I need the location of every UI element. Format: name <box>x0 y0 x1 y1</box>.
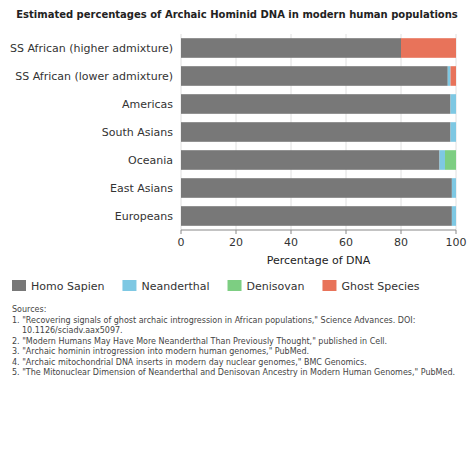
bar-segment <box>456 178 457 198</box>
bar-segment <box>456 94 457 114</box>
bar-segment <box>181 94 451 114</box>
bar-segment <box>181 150 440 170</box>
x-axis-line <box>181 230 456 231</box>
legend-label: Denisovan <box>247 280 305 293</box>
tick-mark <box>236 230 237 234</box>
tick-mark <box>346 230 347 234</box>
category-label: Americas <box>122 98 173 111</box>
tick-mark <box>401 230 402 234</box>
category-label: South Asians <box>102 126 173 139</box>
annotation: 5. "The Mitonuclear Dimension of Neander… <box>12 368 455 377</box>
bar-segment <box>448 66 451 86</box>
legend-swatch <box>228 280 242 291</box>
tick-label: 0 <box>178 236 185 249</box>
tick-label: 80 <box>394 236 408 249</box>
category-label: Europeans <box>115 210 173 223</box>
tick-label: 100 <box>446 236 467 249</box>
bar-segment <box>452 178 456 198</box>
tick-label: 60 <box>339 236 353 249</box>
bar-segment <box>451 94 457 114</box>
bar-segment <box>401 38 456 58</box>
bar-segment <box>452 206 456 226</box>
annotation: 3. "Archaic hominin introgression into m… <box>12 347 309 356</box>
annotation: 1. "Recovering signals of ghost archaic … <box>12 316 415 336</box>
bar-segment <box>456 150 457 170</box>
category-label: Oceania <box>128 154 173 167</box>
legend-label: Homo Sapien <box>31 280 104 293</box>
annotation: 2. "Modern Humans May Have More Neandert… <box>12 337 387 346</box>
bar-segment <box>451 122 457 142</box>
bar-segment <box>181 38 401 58</box>
annotation: Sources: <box>12 305 46 314</box>
legend-label: Ghost Species <box>341 280 419 293</box>
bars <box>181 38 456 226</box>
tick-label: 20 <box>229 236 243 249</box>
legend-label: Neanderthal <box>141 280 209 293</box>
tick-mark <box>291 230 292 234</box>
category-label: East Asians <box>110 182 173 195</box>
legend-swatch <box>122 280 136 291</box>
bar-segment <box>181 178 452 198</box>
bar-segment <box>181 122 451 142</box>
bar-segment <box>456 94 457 114</box>
bar-segment <box>181 206 452 226</box>
legend-swatch <box>12 280 26 291</box>
bar-segment <box>440 150 446 170</box>
tick-mark <box>456 230 457 234</box>
category-label: SS African (higher admixture) <box>10 42 173 55</box>
bar-segment <box>456 122 457 142</box>
bar-segment <box>181 66 448 86</box>
tick-label: 40 <box>284 236 298 249</box>
bar-segment <box>456 206 457 226</box>
grid <box>181 34 456 230</box>
legend: Homo Sapien Neanderthal Denisovan Ghost Spe… <box>12 280 420 293</box>
bar-segment <box>445 150 456 170</box>
category-label: SS African (lower admixture) <box>15 70 173 83</box>
title: Estimated percentages of Archaic Hominid… <box>16 9 458 20</box>
tick-mark <box>181 230 182 234</box>
bar-segment <box>456 122 457 142</box>
bar-segment <box>456 178 457 198</box>
legend-swatch <box>322 280 336 291</box>
chart: Estimated percentages of Archaic Hominid… <box>0 0 474 470</box>
bar-segment <box>451 66 457 86</box>
annotation: 4. "Archaic mitochondrial DNA inserts in… <box>12 358 367 367</box>
x-axis-label: Percentage of DNA <box>267 254 371 267</box>
bar-segment <box>456 206 457 226</box>
